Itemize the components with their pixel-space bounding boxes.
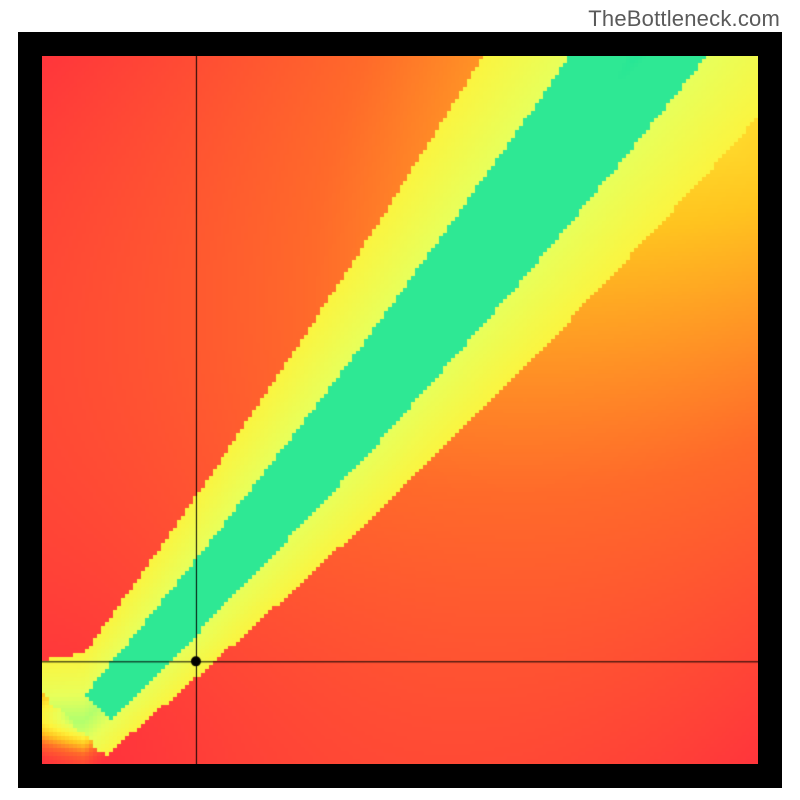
chart-container: TheBottleneck.com: [0, 0, 800, 800]
watermark-text: TheBottleneck.com: [588, 6, 780, 32]
plot-frame: [18, 32, 782, 788]
crosshair-overlay: [42, 56, 758, 764]
